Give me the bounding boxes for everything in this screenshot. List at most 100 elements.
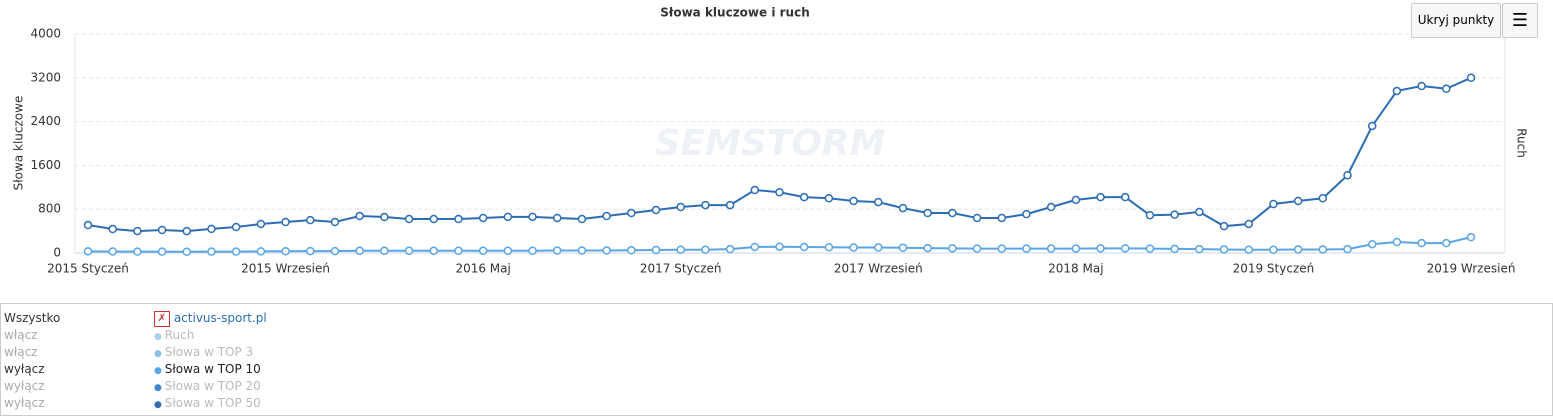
point bbox=[799, 192, 809, 202]
point bbox=[404, 214, 414, 224]
point bbox=[355, 246, 364, 256]
point bbox=[627, 246, 636, 255]
point bbox=[380, 246, 389, 256]
toggle[interactable]: włącz bbox=[4, 328, 38, 342]
point bbox=[1343, 171, 1352, 180]
point bbox=[923, 243, 932, 253]
point bbox=[83, 220, 93, 230]
y-axis-label: Słowa kluczowe bbox=[12, 96, 26, 191]
point bbox=[182, 247, 192, 257]
point bbox=[231, 247, 241, 256]
point bbox=[1170, 244, 1179, 254]
point bbox=[849, 243, 858, 252]
point bbox=[256, 247, 266, 256]
point bbox=[256, 219, 266, 229]
point bbox=[874, 243, 883, 252]
point bbox=[1022, 244, 1031, 253]
point bbox=[577, 214, 587, 224]
x-tick-label: 2017 Wrzesień bbox=[834, 262, 923, 276]
point bbox=[1466, 73, 1476, 83]
x-tick-label: 2017 Styczeń bbox=[640, 262, 722, 276]
legend-dot: ● bbox=[154, 400, 165, 410]
point bbox=[1269, 199, 1278, 209]
legend-dot: ● bbox=[154, 366, 165, 376]
point bbox=[281, 217, 290, 227]
point bbox=[1195, 244, 1204, 254]
legend-label: Słowa w TOP 50 bbox=[164, 396, 261, 410]
point bbox=[775, 187, 784, 197]
toggle[interactable]: wyłącz bbox=[4, 362, 45, 376]
y-tick-label: 2400 bbox=[30, 114, 61, 128]
point bbox=[725, 200, 735, 210]
point bbox=[1244, 245, 1253, 254]
y-tick-label: 1600 bbox=[30, 158, 61, 172]
point bbox=[1145, 210, 1155, 220]
x-tick-label: 2019 Styczeń bbox=[1233, 262, 1315, 276]
point bbox=[1343, 244, 1352, 254]
point bbox=[824, 194, 834, 203]
x-tick-label: 2015 Styczeń bbox=[47, 262, 129, 276]
all-label[interactable]: Wszystko bbox=[4, 311, 61, 325]
y-tick-label: 4000 bbox=[30, 27, 61, 41]
toggle[interactable]: włącz bbox=[4, 345, 38, 359]
point bbox=[478, 213, 488, 223]
hide-points-button[interactable]: Ukryj punkty bbox=[1411, 3, 1501, 38]
point bbox=[1367, 239, 1377, 249]
watermark: SEMSTORM bbox=[655, 123, 886, 164]
y2-axis-label: Ruch bbox=[1515, 128, 1529, 158]
point bbox=[133, 226, 142, 236]
site-link[interactable]: activus-sport.pl bbox=[173, 311, 267, 325]
point bbox=[1367, 121, 1377, 131]
point bbox=[1466, 232, 1476, 242]
point bbox=[627, 208, 636, 218]
chart: Słowa kluczowe i ruch SEMSTORM Słowa klu… bbox=[12, 6, 1529, 276]
point bbox=[849, 196, 858, 206]
point bbox=[701, 245, 710, 254]
point bbox=[1022, 209, 1031, 219]
point bbox=[1417, 238, 1426, 248]
point bbox=[898, 203, 908, 213]
point bbox=[725, 244, 735, 254]
point bbox=[874, 197, 883, 207]
point bbox=[1071, 244, 1081, 253]
site-icon: ✗ bbox=[154, 310, 170, 327]
point bbox=[651, 205, 661, 215]
point bbox=[750, 242, 760, 252]
menu-button[interactable]: ☰ bbox=[1502, 3, 1538, 38]
point bbox=[1293, 196, 1303, 206]
legend-panel: Wszystko ✗ activus-sport.pl włącz ● Ruch w… bbox=[0, 303, 1553, 416]
chart-title: Słowa kluczowe i ruch bbox=[660, 6, 810, 20]
point bbox=[207, 224, 216, 234]
point bbox=[948, 244, 957, 253]
point bbox=[898, 243, 908, 253]
point bbox=[1269, 245, 1278, 254]
site: ✗ activus-sport.pl bbox=[154, 310, 267, 327]
point bbox=[182, 226, 192, 236]
point bbox=[997, 244, 1007, 253]
y-tick-label: 800 bbox=[38, 202, 61, 216]
point bbox=[108, 224, 117, 234]
legend-item[interactable]: ● Ruch bbox=[154, 327, 194, 344]
legend-item[interactable]: ● Słowa w TOP 10 bbox=[154, 361, 261, 378]
point bbox=[1170, 210, 1179, 219]
point bbox=[1121, 244, 1130, 253]
point bbox=[380, 212, 389, 222]
toggle[interactable]: wyłącz bbox=[4, 396, 45, 410]
point bbox=[997, 213, 1007, 223]
point bbox=[1219, 221, 1229, 231]
point bbox=[306, 246, 315, 256]
toggle[interactable]: wyłącz bbox=[4, 379, 45, 393]
point bbox=[528, 246, 537, 255]
point bbox=[454, 246, 463, 256]
point bbox=[133, 247, 142, 256]
point bbox=[157, 225, 167, 235]
legend-item[interactable]: ● Słowa w TOP 50 bbox=[154, 395, 261, 412]
point bbox=[1318, 194, 1328, 203]
legend-dot: ● bbox=[154, 383, 165, 393]
point bbox=[701, 200, 710, 210]
point bbox=[231, 222, 241, 232]
point bbox=[676, 245, 685, 254]
legend-item[interactable]: ● Słowa w TOP 20 bbox=[154, 378, 261, 395]
legend-item[interactable]: ● Słowa w TOP 3 bbox=[154, 344, 253, 361]
y-tick-label: 3200 bbox=[30, 70, 61, 84]
